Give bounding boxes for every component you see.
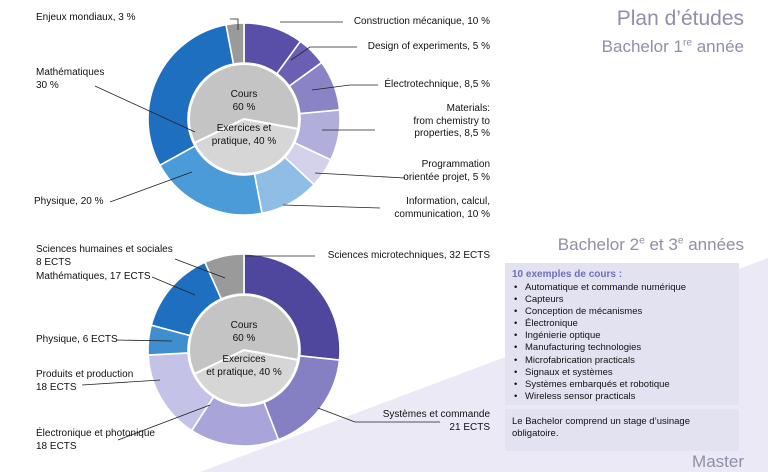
chart-inner-cours-pct: 60 % bbox=[233, 102, 256, 113]
course-item: Ingénierie optique bbox=[514, 330, 731, 342]
courses-list: Automatique et commande numériqueCapteur… bbox=[512, 282, 731, 403]
course-item: Manufacturing technologies bbox=[514, 342, 731, 354]
note-box: Le Bachelor comprend un stage d’usinage … bbox=[505, 409, 739, 451]
bachelor-1-title: Bachelor 1re année bbox=[601, 37, 744, 56]
inner-slice-exercices bbox=[193, 348, 300, 406]
label-sciences-microtechniques: Sciences microtechniques, 32 ECTS bbox=[327, 250, 490, 261]
course-item: Microfabrication practicals bbox=[514, 355, 731, 367]
label-information-calcul: Information, calcul, communication, 10 % bbox=[394, 196, 490, 220]
courses-box: 10 exemples de cours : Automatique et co… bbox=[505, 263, 739, 405]
label-construction-mecanique: Construction mécanique, 10 % bbox=[353, 16, 490, 27]
label-physique: Physique, 20 % bbox=[34, 196, 104, 207]
chart-inner-cours: Cours bbox=[231, 320, 258, 331]
inner-slice-cours bbox=[188, 63, 300, 145]
label-programmation: Programmation orientée projet, 5 % bbox=[403, 159, 490, 183]
label-systemes-commande: Systèmes et commande 21 ECTS bbox=[382, 409, 490, 433]
course-item: Capteurs bbox=[514, 294, 731, 306]
chart-inner-exercices: Exercices et bbox=[217, 123, 272, 134]
label-enjeux-mondiaux: Enjeux mondiaux, 3 % bbox=[36, 12, 136, 23]
chart-inner-exercices: Exercices bbox=[222, 354, 265, 365]
course-item: Électronique bbox=[514, 318, 731, 330]
course-item: Systèmes embarqués et robotique bbox=[514, 379, 731, 391]
label-produits-production: Produits et production 18 ECTS bbox=[36, 369, 134, 393]
master-title: Master bbox=[692, 452, 744, 471]
label-electrotechnique: Électrotechnique, 8,5 % bbox=[384, 79, 490, 90]
bachelor-2-3-title: Bachelor 2e et 3e années bbox=[557, 235, 744, 254]
course-item: Signaux et systèmes bbox=[514, 367, 731, 379]
chart-inner-exercices-pct: pratique, 40 % bbox=[212, 136, 277, 147]
leader-lines bbox=[94, 18, 406, 209]
inner-slice-cours bbox=[188, 294, 300, 376]
chart-inner-cours-pct: 60 % bbox=[233, 333, 256, 344]
label-physique-2: Physique, 6 ECTS bbox=[36, 334, 118, 345]
label-electronique-photonique: Électronique et photonique 18 ECTS bbox=[36, 428, 155, 452]
course-item: Wireless sensor practicals bbox=[514, 391, 731, 403]
leader-lines bbox=[81, 255, 440, 441]
courses-heading: 10 exemples de cours : bbox=[512, 269, 623, 280]
label-design-of-experiments: Design of experiments, 5 % bbox=[367, 41, 490, 52]
chart-inner-cours: Cours bbox=[231, 89, 258, 100]
label-shs: Sciences humaines et sociales 8 ECTS bbox=[36, 244, 173, 268]
label-materials: Materials: from chemistry to properties, 8… bbox=[413, 103, 490, 139]
label-mathematiques-2: Mathématiques, 17 ECTS bbox=[36, 271, 151, 282]
label-mathematiques: Mathématiques 30 % bbox=[36, 67, 105, 91]
plan-title: Plan d’études bbox=[616, 7, 744, 30]
course-item: Automatique et commande numérique bbox=[514, 282, 731, 294]
chart-inner-exercices-pct: et pratique, 40 % bbox=[206, 367, 282, 378]
course-item: Conception de mécanismes bbox=[514, 306, 731, 318]
inner-slice-exercices bbox=[193, 117, 300, 175]
